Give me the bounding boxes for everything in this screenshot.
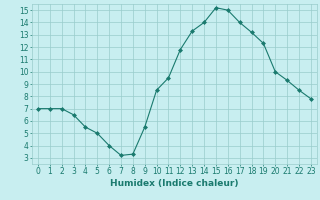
X-axis label: Humidex (Indice chaleur): Humidex (Indice chaleur): [110, 179, 239, 188]
